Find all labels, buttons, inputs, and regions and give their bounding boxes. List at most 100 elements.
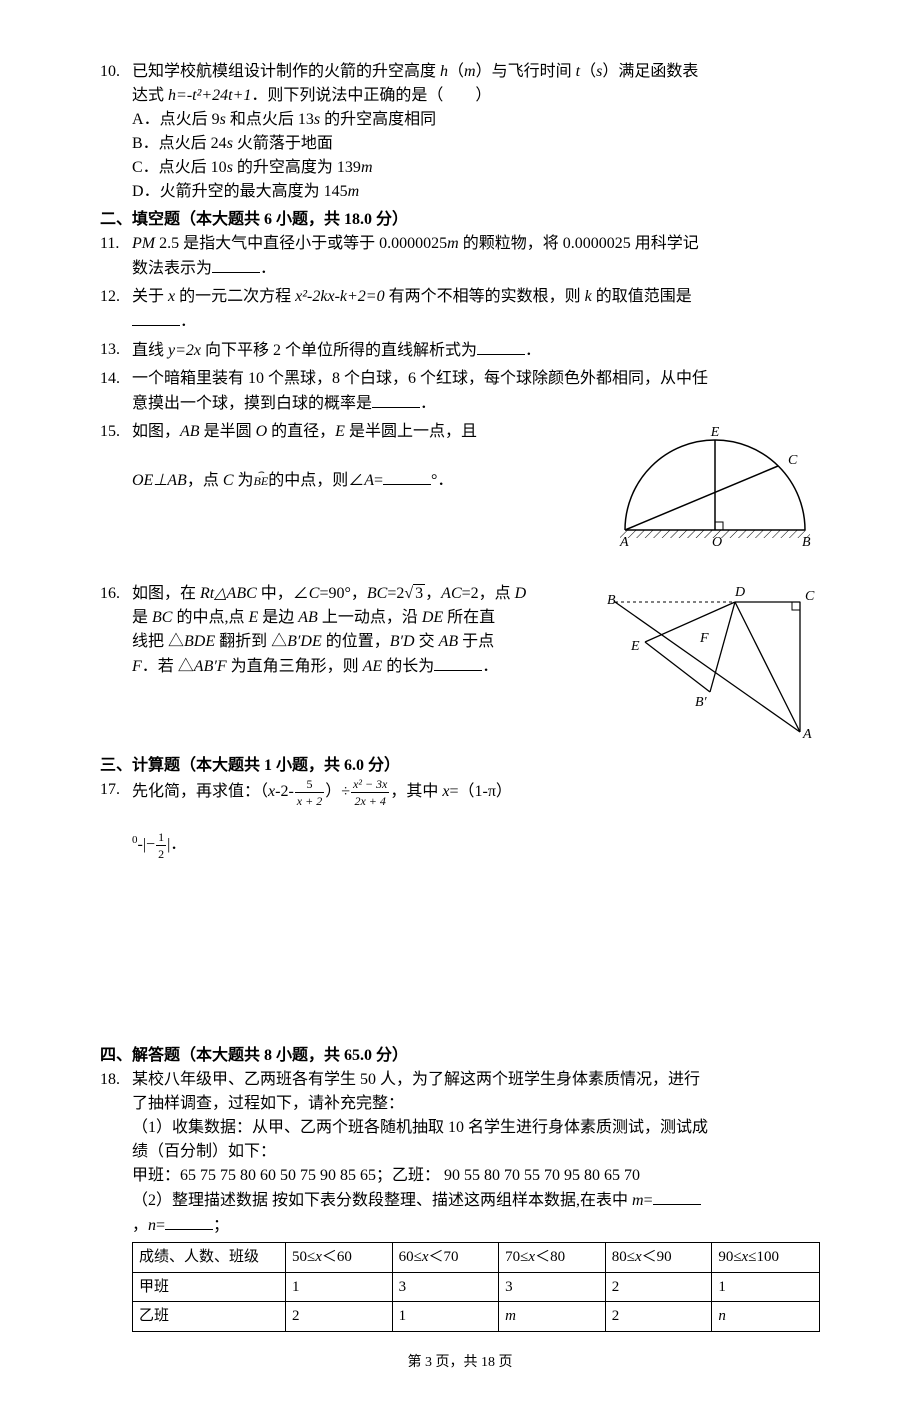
q10-number: 10. — [100, 60, 132, 204]
blank — [165, 1213, 213, 1230]
q16-t6: =2，点 — [462, 585, 515, 602]
cell-m: m — [499, 1302, 606, 1332]
q15-t3: 的直径， — [267, 423, 335, 440]
q10-eq: h=-t²+24t+1 — [168, 87, 251, 104]
q10-optD: D．火箭升空的最大高度为 145m — [132, 180, 820, 204]
cell-n: n — [712, 1302, 820, 1332]
q16-t13: 翻折到 △ — [215, 633, 287, 650]
q18-t2: 了抽样调查，过程如下，请补充完整： — [132, 1095, 404, 1112]
q10-s5: ）满足函数表 — [602, 63, 698, 80]
q16-AE: AE — [363, 658, 383, 675]
q15-t10: °． — [431, 472, 453, 489]
question-17: 17. 先化简，再求值：（x-2-5x + 2）÷x² − 3x2x + 4，其… — [100, 778, 820, 860]
q16-F: F — [132, 658, 142, 675]
q17-body: 先化简，再求值：（x-2-5x + 2）÷x² − 3x2x + 4，其中 x=… — [132, 778, 820, 860]
q15-number: 15. — [100, 420, 132, 558]
q15-t8: 的中点，则∠ — [268, 472, 364, 489]
q16-DE: DE — [422, 609, 443, 626]
q16-E: E — [248, 609, 258, 626]
q18-n: n — [148, 1217, 156, 1234]
score-table: 成绩、人数、班级 50≤x＜60 60≤x＜70 70≤x＜80 80≤x＜90… — [132, 1242, 820, 1332]
q18-t3: （1）收集数据：从甲、乙两个班各随机抽取 10 名学生进行身体素质测试，测试成 — [132, 1119, 708, 1136]
q16-number: 16. — [100, 582, 132, 750]
q18-t9: = — [156, 1217, 165, 1234]
q17-t3: ）÷ — [325, 783, 350, 800]
arc-BE: BE — [254, 472, 269, 490]
q17-x2: x — [442, 783, 449, 800]
q16-BC2: BC — [152, 609, 172, 626]
frac1-den: x + 2 — [295, 793, 324, 807]
q11-pm: PM — [132, 235, 155, 252]
q10-optC: C．点火后 10s 的升空高度为 139m — [132, 156, 820, 180]
q10-s7: ．则下列说法中正确的是（ ） — [251, 87, 491, 104]
q16-t15: 交 — [415, 633, 439, 650]
q15-t1: 如图， — [132, 423, 180, 440]
triangle-fold-diagram: B D C E F B′ A — [595, 582, 820, 742]
frac1-num: 5 — [295, 778, 324, 793]
col-1: 60≤x＜70 — [392, 1243, 499, 1273]
blank — [477, 338, 525, 355]
q17-t1: 先化简，再求值：（ — [132, 783, 268, 800]
footer-c: 页 — [495, 1355, 513, 1370]
q17-t5: =（1-π） — [450, 783, 512, 800]
row0-label: 甲班 — [133, 1272, 286, 1302]
q11-number: 11. — [100, 232, 132, 281]
q13-body: 直线 y=2x 向下平移 2 个单位所得的直线解析式为． — [132, 338, 820, 363]
q13-eq: y=2x — [168, 342, 201, 359]
cell: 1 — [712, 1272, 820, 1302]
q13-number: 13. — [100, 338, 132, 363]
q11-t2: 2.5 是指大气中直径小于或等于 0.0000025 — [155, 235, 447, 252]
q10-s3: ）与飞行时间 — [476, 63, 576, 80]
q16-body: 如图，在 Rt△△ABCABC 中，∠C=90°，BC=2√3，AC=2，点 D… — [132, 582, 820, 750]
footer-pg: 3 — [425, 1355, 432, 1370]
q18-t8: ， — [132, 1217, 148, 1234]
q10-body: 已知学校航模组设计制作的火箭的升空高度 h（m）与飞行时间 t（s）满足函数表 … — [132, 60, 820, 204]
q16-t19: 的长为 — [382, 658, 434, 675]
q14-t3: ． — [420, 395, 436, 412]
q16-t10: 上一动点，沿 — [318, 609, 422, 626]
q16-text: 如图，在 Rt△△ABCABC 中，∠C=90°，BC=2√3，AC=2，点 D… — [132, 582, 587, 679]
q14-body: 一个暗箱里装有 10 个黑球，8 个白球，6 个红球，每个球除颜色外都相同，从中… — [132, 367, 820, 416]
q14-t2: 意摸出一个球，摸到白球的概率是 — [132, 395, 372, 412]
label-B: B — [802, 535, 811, 550]
q12-body: 关于 x 的一元二次方程 x²-2kx-k+2=0 有两个不相等的实数根，则 k… — [132, 285, 820, 334]
q10-stem1: 已知学校航模组设计制作的火箭的升空高度 — [132, 63, 440, 80]
q16-AC: AC — [441, 585, 461, 602]
q14-number: 14. — [100, 367, 132, 416]
q15-A: A — [364, 472, 374, 489]
q18-number: 18. — [100, 1068, 132, 1332]
table-row: 乙班 2 1 m 2 n — [133, 1302, 820, 1332]
var-h: h — [440, 63, 448, 80]
q13-t2: 向下平移 2 个单位所得的直线解析式为 — [201, 342, 477, 359]
section-4-title: 四、解答题（本大题共 8 小题，共 65.0 分） — [100, 1044, 820, 1068]
label-B: B — [607, 593, 616, 608]
cell: 1 — [286, 1272, 393, 1302]
blank — [653, 1188, 701, 1205]
q17-t4: ，其中 — [390, 783, 442, 800]
label-E: E — [630, 639, 640, 654]
q15-text: 如图，AB 是半圆 O 的直径，E 是半圆上一点，且 OE⊥AB，点 C 为BE… — [132, 420, 602, 493]
label-F: F — [699, 631, 709, 646]
label-C: C — [805, 589, 815, 604]
q16-t17: ．若 △ — [142, 658, 194, 675]
q16-BpDE: B′DE — [287, 633, 322, 650]
q16-ABpF: AB′F — [194, 658, 227, 675]
blank — [132, 309, 180, 326]
q18-m: m — [632, 1192, 644, 1209]
cell: 1 — [392, 1302, 499, 1332]
q16-t4: =2 — [387, 585, 404, 602]
footer-b: 页，共 — [432, 1355, 481, 1370]
question-18: 18. 某校八年级甲、乙两班各有学生 50 人，为了解这两个班学生身体素质情况，… — [100, 1068, 820, 1332]
label-O: O — [712, 535, 722, 550]
q16-t8: 的中点,点 — [172, 609, 248, 626]
q15-t7: 为 — [234, 472, 254, 489]
q18-t1: 某校八年级甲、乙两班各有学生 50 人，为了解这两个班学生身体素质情况，进行 — [132, 1071, 700, 1088]
q16-BC: BC — [367, 585, 387, 602]
q16-C: C — [309, 585, 320, 602]
q11-t6: ． — [260, 260, 276, 277]
q10-s4: （ — [580, 63, 596, 80]
q18-body: 某校八年级甲、乙两班各有学生 50 人，为了解这两个班学生身体素质情况，进行 了… — [132, 1068, 820, 1332]
q15-t9: = — [374, 472, 383, 489]
q16-AB3: AB — [439, 633, 459, 650]
q15-t2: 是半圆 — [200, 423, 256, 440]
